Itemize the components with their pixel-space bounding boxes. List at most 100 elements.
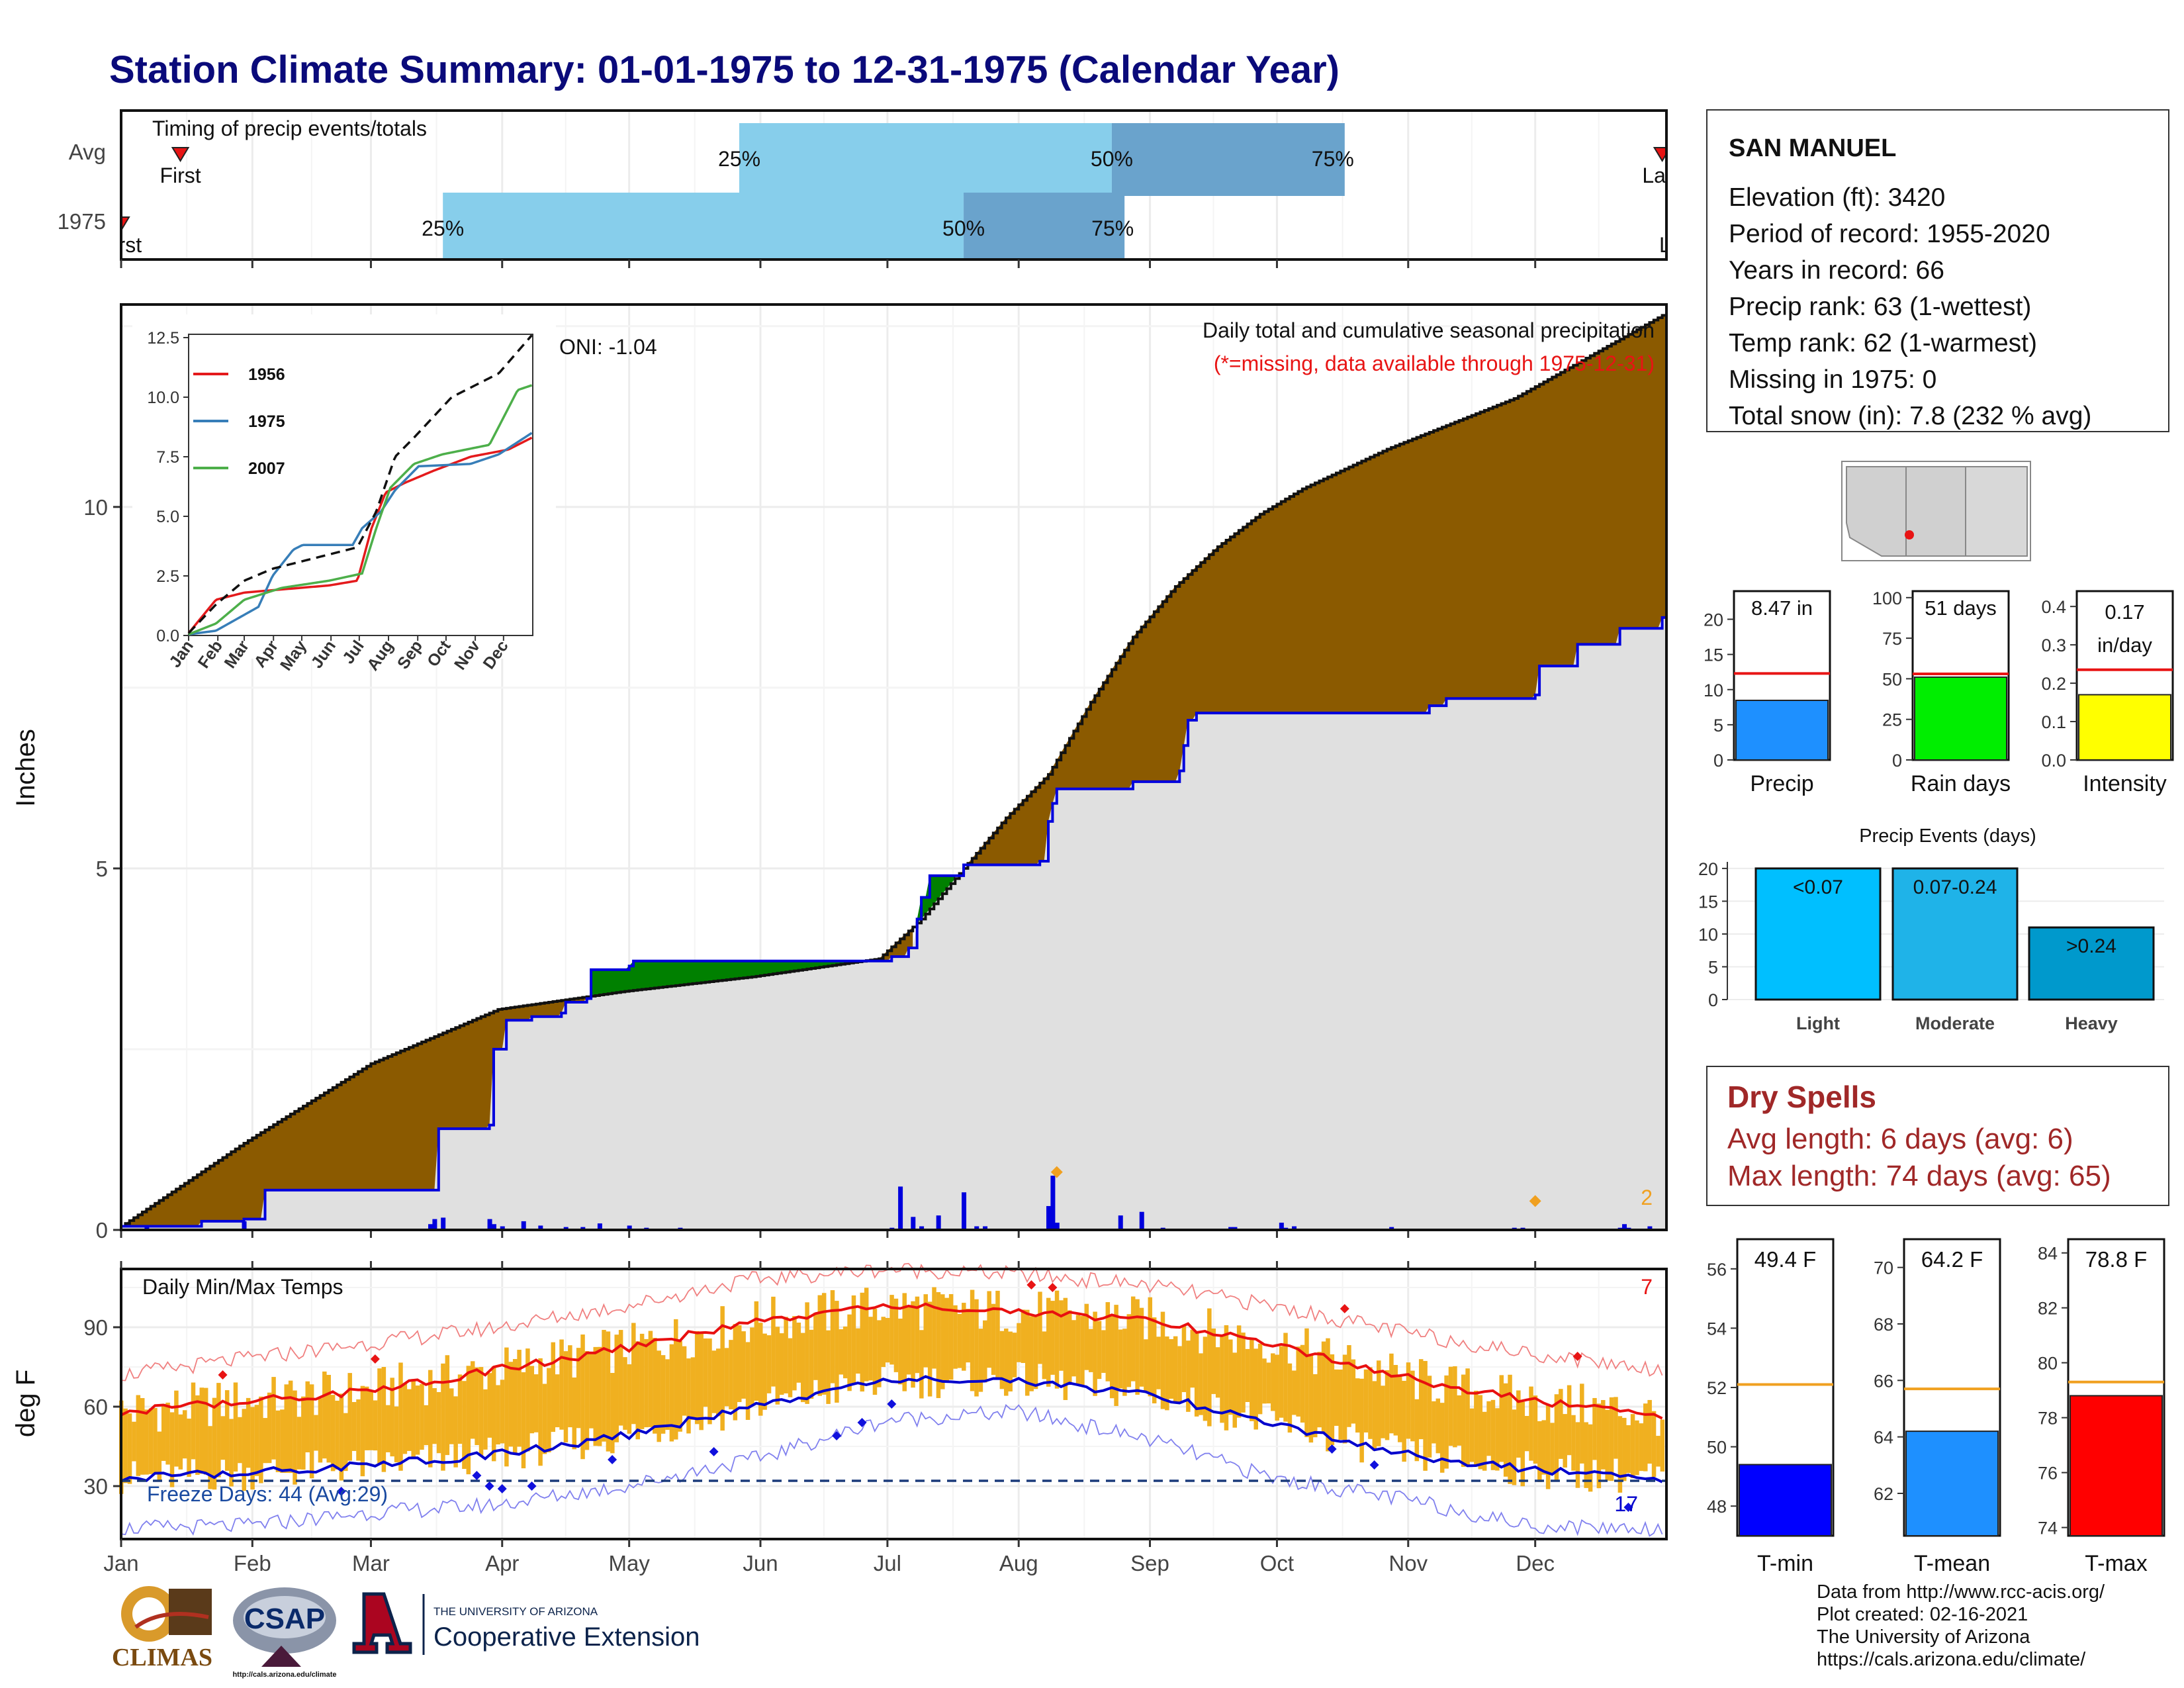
daily-temp-bar [978, 1329, 983, 1392]
inset-series-line [188, 384, 533, 635]
timing-first-label: First [101, 233, 142, 257]
daily-precip-bar [1292, 1226, 1297, 1230]
record-low-marker [709, 1447, 719, 1456]
tempbar-y-tick-label: 78 [2038, 1409, 2058, 1429]
daily-temp-bar [1334, 1369, 1339, 1426]
timing-last-marker [1671, 217, 1687, 230]
daily-temp-bar [402, 1383, 408, 1454]
daily-temp-bar [1257, 1343, 1263, 1415]
daily-temp-bar [703, 1338, 708, 1407]
record-high-marker [1572, 1352, 1582, 1361]
daily-temp-bar [1622, 1417, 1627, 1481]
daily-temp-bar [1038, 1291, 1042, 1364]
summary-y-tick-label: 0.2 [2041, 674, 2066, 694]
tempbar-y-tick-label: 70 [1874, 1258, 1893, 1278]
daily-temp-bar [1444, 1375, 1449, 1469]
temperature-bar-charts: 48 50 52 54 56 49.4 F T-min 62 64 66 68 70 64.2 F T-m… [1707, 1238, 2165, 1576]
daily-temp-bar [233, 1382, 238, 1472]
timing-last-label: Last [1659, 233, 1700, 257]
daily-precip-bar [1139, 1211, 1144, 1230]
daily-temp-bar [1075, 1315, 1081, 1385]
tempbar-y-tick-label: 68 [1874, 1315, 1893, 1335]
daily-temp-bar [309, 1384, 314, 1479]
daily-temp-bar [948, 1293, 954, 1380]
daily-temp-bar [1054, 1290, 1060, 1389]
daily-temp-bar [995, 1290, 1000, 1378]
daily-temp-bar [885, 1317, 890, 1363]
summary-y-tick-label: 10 [1704, 680, 1723, 700]
daily-temp-bar [1529, 1386, 1533, 1461]
logo-strip: CLIMAS CSAP http://cals.arizona.edu/clim… [109, 1581, 758, 1680]
station-missing: Missing in 1975: 0 [1729, 365, 1937, 394]
daily-precip-bar [919, 1226, 925, 1230]
daily-temp-bar [589, 1352, 594, 1429]
daily-precip-bar [962, 1192, 967, 1230]
daily-temp-bar [478, 1367, 484, 1456]
daily-temp-bar [568, 1345, 572, 1428]
daily-temp-bar [238, 1417, 242, 1464]
daily-temp-bar [923, 1294, 928, 1368]
daily-temp-bar [1304, 1328, 1309, 1438]
daily-temp-bar [754, 1301, 759, 1401]
summary-bar-charts: 0 5 10 15 20 8.47 in Precip 0 25 50 75 100 51 days Ra… [1704, 588, 2174, 796]
daily-temp-bar [1071, 1320, 1076, 1377]
daily-temp-bar [1490, 1399, 1496, 1470]
daily-temp-bar [860, 1292, 865, 1392]
daily-temp-bar [563, 1351, 569, 1442]
daily-temp-bar [1376, 1360, 1381, 1446]
daily-temp-bar [212, 1397, 217, 1490]
daily-temp-bar [1418, 1359, 1424, 1440]
events-category-label: Light [1796, 1013, 1840, 1033]
daily-temp-bar [1088, 1329, 1093, 1372]
temp-max-count: 7 [1641, 1275, 1653, 1299]
record-high-marker [370, 1354, 380, 1364]
daily-temp-bar [1173, 1336, 1178, 1402]
daily-temp-bar [1253, 1348, 1258, 1430]
daily-temp-bar [1575, 1422, 1580, 1488]
daily-precip-bar [1228, 1227, 1234, 1230]
month-label: Sep [1130, 1551, 1169, 1575]
daily-temp-bar [356, 1399, 361, 1461]
daily-temp-bar [762, 1333, 767, 1410]
daily-temp-bar [1105, 1302, 1111, 1382]
record-high-marker [1340, 1304, 1349, 1313]
record-low-marker [336, 1487, 346, 1496]
temp-label: Daily Min/Max Temps [142, 1275, 343, 1299]
daily-temp-bar [602, 1330, 606, 1442]
daily-temp-bar [1601, 1399, 1606, 1470]
dry-spells-max: Max length: 74 days (avg: 65) [1727, 1160, 2111, 1192]
daily-temp-bar [1372, 1381, 1377, 1451]
daily-temp-bar [800, 1333, 805, 1403]
daily-temp-bar [1385, 1370, 1390, 1440]
record-low-marker [484, 1481, 494, 1491]
daily-temp-bar [809, 1329, 814, 1399]
daily-temp-bar [1093, 1311, 1097, 1396]
record-low-marker [1623, 1503, 1633, 1512]
daily-temp-bar [1326, 1338, 1330, 1452]
daily-temp-bar [1516, 1390, 1521, 1458]
daily-temp-bar [322, 1371, 327, 1459]
daily-temp-bar [1338, 1369, 1343, 1440]
daily-temp-bar [178, 1414, 183, 1470]
daily-temp-bar [1008, 1331, 1013, 1392]
daily-temp-bar [271, 1377, 276, 1460]
daily-temp-bar [733, 1324, 738, 1421]
daily-temp-bar [957, 1313, 962, 1368]
daily-temp-bar [1224, 1325, 1229, 1430]
daily-temp-bar [1592, 1397, 1597, 1460]
daily-precip-bar [242, 1221, 247, 1230]
daily-temp-bar [648, 1331, 653, 1427]
daily-temp-bar [263, 1418, 268, 1464]
daily-temp-bar [970, 1289, 975, 1391]
daily-temp-bar [369, 1390, 373, 1450]
daily-temp-bar [123, 1408, 128, 1483]
daily-temp-bar [1397, 1374, 1402, 1442]
daily-temp-bar [678, 1341, 682, 1432]
precip-y-tick-label: 0 [96, 1218, 108, 1243]
daily-temp-bar [373, 1400, 378, 1451]
record-min-line [120, 1403, 1663, 1537]
daily-temp-bar [432, 1388, 437, 1444]
daily-temp-bar [153, 1408, 158, 1474]
daily-temp-bar [1435, 1398, 1441, 1454]
tempbar-y-tick-label: 74 [2038, 1519, 2058, 1538]
